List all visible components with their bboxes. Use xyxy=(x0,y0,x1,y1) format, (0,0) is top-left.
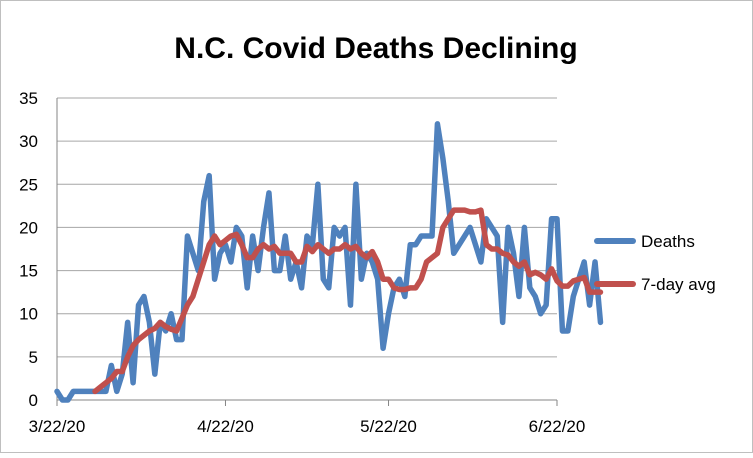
x-tick-label: 4/22/20 xyxy=(197,417,254,436)
y-tick-label: 10 xyxy=(19,305,38,324)
legend-label: Deaths xyxy=(641,232,695,251)
y-tick-label: 15 xyxy=(19,262,38,281)
x-tick-label: 5/22/20 xyxy=(360,417,417,436)
y-tick-label: 0 xyxy=(29,391,38,410)
x-tick-label: 3/22/20 xyxy=(29,417,86,436)
x-tick-label: 6/22/20 xyxy=(529,417,586,436)
legend-label: 7-day avg xyxy=(641,275,716,294)
y-tick-label: 35 xyxy=(19,89,38,108)
y-tick-label: 25 xyxy=(19,175,38,194)
y-tick-label: 30 xyxy=(19,132,38,151)
y-tick-label: 5 xyxy=(29,348,38,367)
y-tick-label: 20 xyxy=(19,218,38,237)
chart-title: N.C. Covid Deaths Declining xyxy=(174,32,577,65)
